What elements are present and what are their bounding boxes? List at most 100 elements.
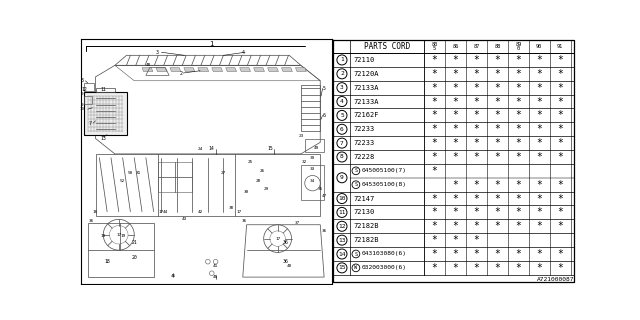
Text: 32: 32 <box>302 160 307 164</box>
Polygon shape <box>198 68 209 71</box>
Text: *: * <box>515 69 521 79</box>
Text: *: * <box>431 235 438 245</box>
Text: S: S <box>355 182 358 187</box>
Text: 17: 17 <box>116 233 122 237</box>
Text: 89
0: 89 0 <box>515 42 522 51</box>
Text: 49: 49 <box>314 146 319 150</box>
Text: 15: 15 <box>267 146 273 151</box>
Text: *: * <box>515 110 521 120</box>
Text: *: * <box>474 83 479 93</box>
Text: 19: 19 <box>120 234 125 238</box>
Text: *: * <box>431 97 438 107</box>
Text: *: * <box>557 263 563 273</box>
Text: 33: 33 <box>310 167 315 171</box>
Text: 80
5: 80 5 <box>431 42 438 51</box>
Text: *: * <box>515 138 521 148</box>
Text: 30: 30 <box>244 190 249 194</box>
Text: 7: 7 <box>340 140 344 146</box>
Text: 72133A: 72133A <box>353 85 379 91</box>
Text: 47: 47 <box>321 194 327 198</box>
Text: *: * <box>495 110 500 120</box>
Text: *: * <box>431 152 438 162</box>
Text: 50: 50 <box>128 171 133 175</box>
Text: 15: 15 <box>338 265 346 270</box>
Text: *: * <box>452 124 458 134</box>
Text: *: * <box>495 152 500 162</box>
Text: *: * <box>536 83 542 93</box>
Text: *: * <box>431 55 438 65</box>
Text: 1: 1 <box>340 58 344 62</box>
Text: *: * <box>495 180 500 190</box>
Text: 032003000(6): 032003000(6) <box>362 265 406 270</box>
Text: 29: 29 <box>264 187 269 190</box>
Text: 18: 18 <box>104 259 110 264</box>
Text: *: * <box>515 180 521 190</box>
Text: 9: 9 <box>81 103 84 108</box>
Polygon shape <box>268 68 278 71</box>
Text: 2: 2 <box>179 71 182 76</box>
Text: 35: 35 <box>317 187 323 190</box>
Text: *: * <box>495 69 500 79</box>
Text: *: * <box>515 97 521 107</box>
Text: *: * <box>474 138 479 148</box>
Text: 14: 14 <box>338 252 346 257</box>
Text: 045005100(7): 045005100(7) <box>362 168 406 173</box>
Text: 87: 87 <box>474 44 479 49</box>
Text: *: * <box>536 110 542 120</box>
Text: *: * <box>474 180 479 190</box>
Text: 45: 45 <box>213 275 218 279</box>
Text: *: * <box>557 249 563 259</box>
Polygon shape <box>226 68 237 71</box>
Text: *: * <box>515 55 521 65</box>
Text: *: * <box>452 235 458 245</box>
Text: 31: 31 <box>136 171 141 175</box>
Text: 52: 52 <box>120 179 125 183</box>
Text: *: * <box>452 55 458 65</box>
Text: PARTS CORD: PARTS CORD <box>364 42 410 51</box>
Text: *: * <box>431 110 438 120</box>
Text: 44: 44 <box>163 210 168 214</box>
Text: *: * <box>474 194 479 204</box>
Text: 12: 12 <box>81 87 87 92</box>
Text: *: * <box>474 110 479 120</box>
Text: 20: 20 <box>131 255 137 260</box>
Text: *: * <box>495 97 500 107</box>
Polygon shape <box>253 68 264 71</box>
Text: W: W <box>355 265 358 270</box>
Text: A721000087: A721000087 <box>537 277 575 283</box>
Text: 36: 36 <box>89 219 94 223</box>
Text: *: * <box>431 124 438 134</box>
Text: 88: 88 <box>494 44 500 49</box>
Text: 72130: 72130 <box>353 209 375 215</box>
Text: *: * <box>474 55 479 65</box>
Text: 1: 1 <box>210 41 214 47</box>
Text: *: * <box>536 152 542 162</box>
Text: *: * <box>495 221 500 231</box>
Text: 6: 6 <box>323 113 326 118</box>
Text: *: * <box>557 83 563 93</box>
Text: *: * <box>452 152 458 162</box>
Text: *: * <box>474 152 479 162</box>
Text: 41: 41 <box>213 264 218 268</box>
Text: *: * <box>515 249 521 259</box>
Polygon shape <box>142 68 153 71</box>
Text: *: * <box>431 221 438 231</box>
Text: 13: 13 <box>338 238 346 243</box>
Text: 5: 5 <box>323 86 326 91</box>
Text: *: * <box>536 221 542 231</box>
Text: *: * <box>536 249 542 259</box>
Text: *: * <box>536 138 542 148</box>
Text: *: * <box>536 263 542 273</box>
Text: 38: 38 <box>228 206 234 210</box>
Text: 10: 10 <box>80 107 85 111</box>
Text: *: * <box>474 235 479 245</box>
Text: *: * <box>452 263 458 273</box>
Text: 17: 17 <box>275 236 280 241</box>
Polygon shape <box>212 68 223 71</box>
Text: 16: 16 <box>93 210 98 214</box>
Text: *: * <box>557 194 563 204</box>
Text: 043103080(6): 043103080(6) <box>362 252 406 257</box>
Text: *: * <box>452 138 458 148</box>
Text: 28: 28 <box>255 179 261 183</box>
Text: 72162F: 72162F <box>353 112 379 118</box>
